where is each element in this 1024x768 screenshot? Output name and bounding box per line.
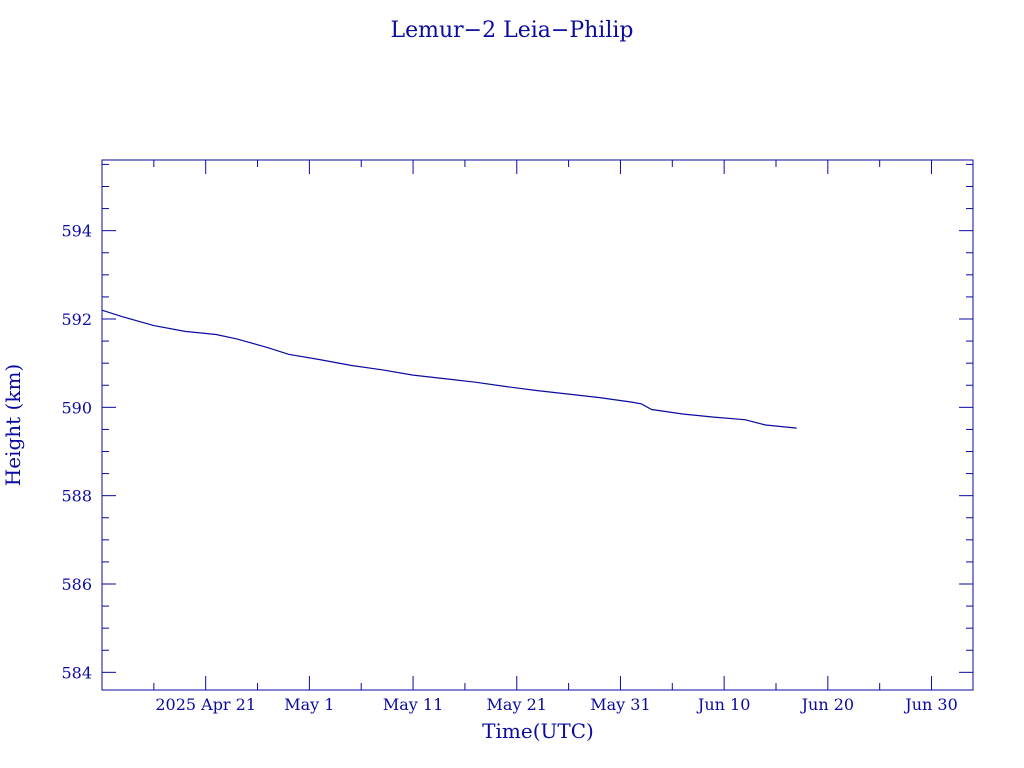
chart-title: Lemur−2 Leia−Philip: [391, 18, 634, 43]
x-tick-label: Jun 20: [800, 695, 854, 714]
x-tick-label: Jun 30: [903, 695, 957, 714]
height-series-line: [101, 309, 797, 429]
y-tick-label: 594: [61, 222, 92, 241]
y-tick-label: 586: [61, 575, 92, 594]
x-tick-label: May 21: [487, 695, 547, 714]
y-tick-label: 584: [61, 663, 92, 682]
x-tick-label: May 1: [284, 695, 334, 714]
plot-frame: [101, 159, 974, 691]
x-tick-label: May 31: [590, 695, 650, 714]
x-tick-labels: 2025 Apr 21 May 1 May 11 May 21 May 31 Jun 10…: [155, 695, 957, 714]
x-tick-label: Jun 10: [696, 695, 750, 714]
y-axis-label: Height (km): [1, 364, 25, 486]
y-tick-labels: 584 586 588 590 592 594: [61, 222, 92, 683]
x-tick-label: May 11: [383, 695, 443, 714]
y-tick-label: 588: [61, 487, 92, 506]
axis-ticks: [102, 160, 973, 690]
x-axis-label: Time(UTC): [482, 719, 594, 743]
y-tick-label: 592: [61, 310, 92, 329]
x-tick-label: 2025 Apr 21: [155, 695, 256, 714]
y-tick-label: 590: [61, 398, 92, 417]
